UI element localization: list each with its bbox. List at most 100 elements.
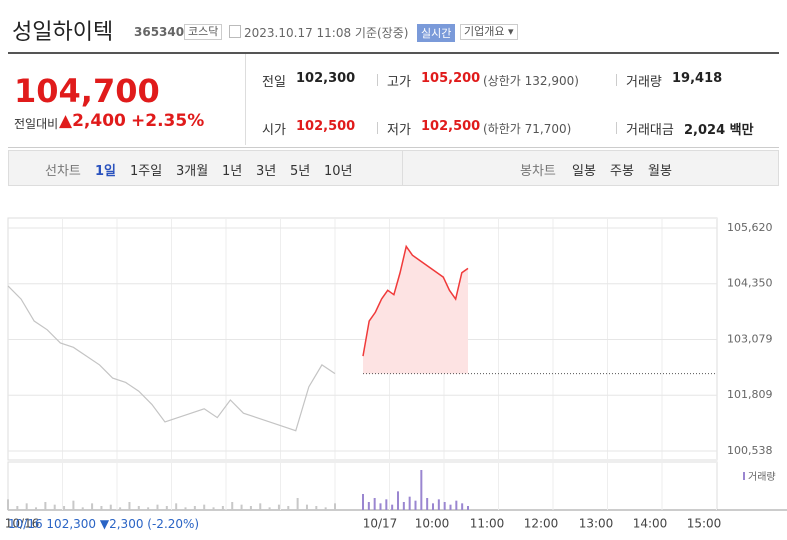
tab[interactable]: 1년 — [222, 164, 243, 179]
volume-bar — [437, 499, 440, 510]
footer-change: ▼2,300 — [99, 517, 144, 531]
volume-bar — [315, 506, 318, 510]
stat-label: 고가 — [387, 75, 411, 90]
tab-group-label: 봉차트 — [520, 164, 556, 179]
volume-bar — [203, 504, 206, 510]
tab[interactable]: 일봉 — [572, 164, 596, 179]
volume-bar — [7, 499, 9, 510]
volume-bar — [373, 498, 376, 510]
footer-rate: (-2.20%) — [147, 517, 200, 531]
separator — [377, 122, 378, 134]
volume-bar — [367, 502, 370, 510]
overview-label: 기업개요 — [464, 25, 505, 38]
volume-bar — [432, 503, 434, 510]
footer: 10/16 102,300 ▼2,300 (-2.20%) — [8, 517, 199, 531]
volume-bar — [53, 504, 56, 510]
stat-value: 2,024 백만 — [684, 123, 754, 138]
volume-bar — [385, 499, 388, 510]
y-tick-label: 100,538 — [727, 444, 773, 457]
stat-note: (하한가 71,700) — [483, 122, 572, 136]
stock-name: 성일하이텍 — [12, 20, 114, 45]
x-tick-label: 10:00 — [415, 517, 450, 531]
tab[interactable]: 월봉 — [648, 164, 672, 179]
stat-value: 102,500 — [296, 119, 356, 134]
tab[interactable]: 5년 — [290, 164, 311, 179]
volume-bar — [91, 503, 94, 510]
volume-bar — [44, 502, 47, 510]
stat-value: 102,300 — [296, 71, 356, 86]
volume-bar — [277, 504, 280, 510]
volume-bar — [25, 503, 28, 510]
change: ▲2,400 — [59, 111, 126, 131]
volume-bar — [137, 506, 140, 510]
tab[interactable]: 3년 — [256, 164, 277, 179]
volume-bar — [81, 507, 84, 510]
x-tick-label: 11:00 — [470, 517, 505, 531]
volume-bar — [175, 503, 178, 510]
volume-bar — [402, 502, 405, 510]
volume-bar — [147, 507, 150, 510]
divider — [402, 151, 403, 185]
volume-bar — [212, 507, 215, 510]
volume-bar — [305, 504, 308, 510]
realtime-badge[interactable]: 실시간 — [417, 24, 456, 42]
volume-bar — [379, 503, 382, 510]
separator — [616, 74, 617, 86]
volume-bar — [420, 470, 423, 510]
volume-bar — [119, 507, 122, 510]
volume-bar — [184, 507, 187, 510]
volume-bar — [408, 496, 411, 510]
volume-bar — [287, 506, 290, 510]
x-tick-label: 12:00 — [524, 517, 559, 531]
volume-bar — [268, 507, 271, 510]
volume-bar — [156, 504, 159, 510]
volume-bar — [461, 503, 464, 510]
volume-bar — [193, 506, 196, 510]
volume-bar — [296, 498, 299, 510]
volume-bar — [324, 507, 327, 510]
tab[interactable]: 10년 — [324, 164, 353, 179]
change-rate: +2.35% — [131, 111, 205, 131]
calendar-icon — [229, 25, 241, 38]
stat-value: 102,500 — [421, 119, 481, 134]
volume-bar — [221, 506, 224, 510]
footer-close: 102,300 — [46, 517, 97, 531]
stat-label: 전일 — [262, 75, 286, 90]
x-tick-label: 10/17 — [363, 517, 398, 531]
tab-bar — [8, 150, 779, 186]
stat-note: (상한가 132,900) — [483, 74, 579, 88]
footer-date: 10/16 — [8, 517, 43, 531]
stock-code: 365340 — [134, 25, 185, 39]
volume-bar — [443, 502, 446, 510]
quote-box — [8, 52, 779, 148]
price: 104,700 — [14, 72, 160, 110]
volume-legend: 거래량 — [748, 471, 776, 483]
x-tick-label: 14:00 — [633, 517, 668, 531]
volume-bar — [391, 504, 394, 510]
stat-label: 저가 — [387, 123, 411, 138]
volume-bar — [165, 506, 168, 510]
volume-bar — [100, 506, 103, 510]
tab[interactable]: 1일 — [95, 164, 117, 179]
tab[interactable]: 3개월 — [176, 164, 209, 179]
volume-bar — [334, 503, 336, 510]
stat-value: 105,200 — [421, 71, 481, 86]
volume-bar — [109, 504, 112, 510]
volume-bar — [455, 500, 458, 510]
y-tick-label: 103,079 — [727, 333, 773, 346]
separator — [377, 74, 378, 86]
tab[interactable]: 주봉 — [610, 164, 634, 179]
tab[interactable]: 1주일 — [130, 164, 163, 179]
volume-bar — [449, 504, 452, 510]
volume-bar — [231, 502, 234, 510]
tab-group-label: 선차트 — [45, 164, 81, 179]
volume-bar — [397, 491, 399, 510]
separator — [616, 122, 617, 134]
volume-legend-swatch — [743, 472, 745, 480]
x-tick-label: 10/16 — [5, 517, 40, 531]
overview-button[interactable]: 기업개요 ▾ — [460, 24, 518, 40]
y-tick-label: 101,809 — [727, 388, 773, 401]
volume-bar — [426, 498, 429, 510]
